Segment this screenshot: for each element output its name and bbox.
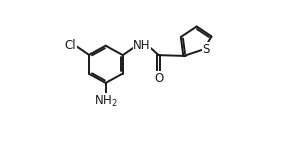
Text: NH$_2$: NH$_2$ bbox=[94, 94, 118, 109]
Text: Cl: Cl bbox=[64, 39, 76, 52]
Text: O: O bbox=[154, 72, 163, 85]
Text: S: S bbox=[203, 43, 210, 56]
Text: NH: NH bbox=[133, 39, 151, 52]
